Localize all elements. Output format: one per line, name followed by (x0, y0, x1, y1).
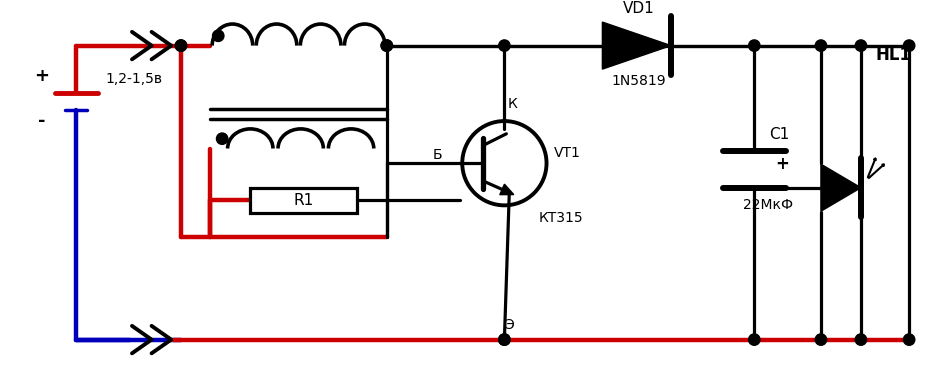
Bar (250, 188, 358, 213)
Circle shape (216, 133, 228, 144)
Text: КТ315: КТ315 (539, 211, 584, 225)
Text: VT1: VT1 (554, 146, 581, 161)
Circle shape (499, 334, 510, 345)
Polygon shape (500, 184, 513, 195)
Polygon shape (821, 164, 861, 211)
Text: HL1: HL1 (875, 46, 911, 65)
Circle shape (855, 40, 866, 51)
Text: 1N5819: 1N5819 (612, 74, 666, 88)
Circle shape (213, 30, 224, 41)
Circle shape (903, 40, 915, 51)
Circle shape (903, 334, 915, 345)
Circle shape (499, 40, 510, 51)
Circle shape (749, 40, 760, 51)
Text: +: + (34, 67, 49, 85)
Circle shape (499, 334, 510, 345)
Text: VD1: VD1 (623, 1, 655, 16)
Text: 22МкФ: 22МкФ (742, 198, 792, 212)
Circle shape (815, 40, 827, 51)
Circle shape (855, 334, 866, 345)
Circle shape (381, 40, 393, 51)
Circle shape (176, 40, 187, 51)
Text: 1,2-1,5в: 1,2-1,5в (105, 72, 162, 86)
Polygon shape (603, 22, 671, 69)
Circle shape (749, 334, 760, 345)
Text: К: К (508, 97, 517, 111)
Circle shape (381, 40, 393, 51)
Text: +: + (774, 155, 789, 173)
Text: R1: R1 (293, 193, 313, 208)
Circle shape (176, 40, 187, 51)
Text: C1: C1 (769, 127, 790, 142)
Text: -: - (38, 112, 46, 130)
Text: Б: Б (433, 148, 442, 162)
Text: Э: Э (505, 318, 514, 332)
Circle shape (815, 334, 827, 345)
